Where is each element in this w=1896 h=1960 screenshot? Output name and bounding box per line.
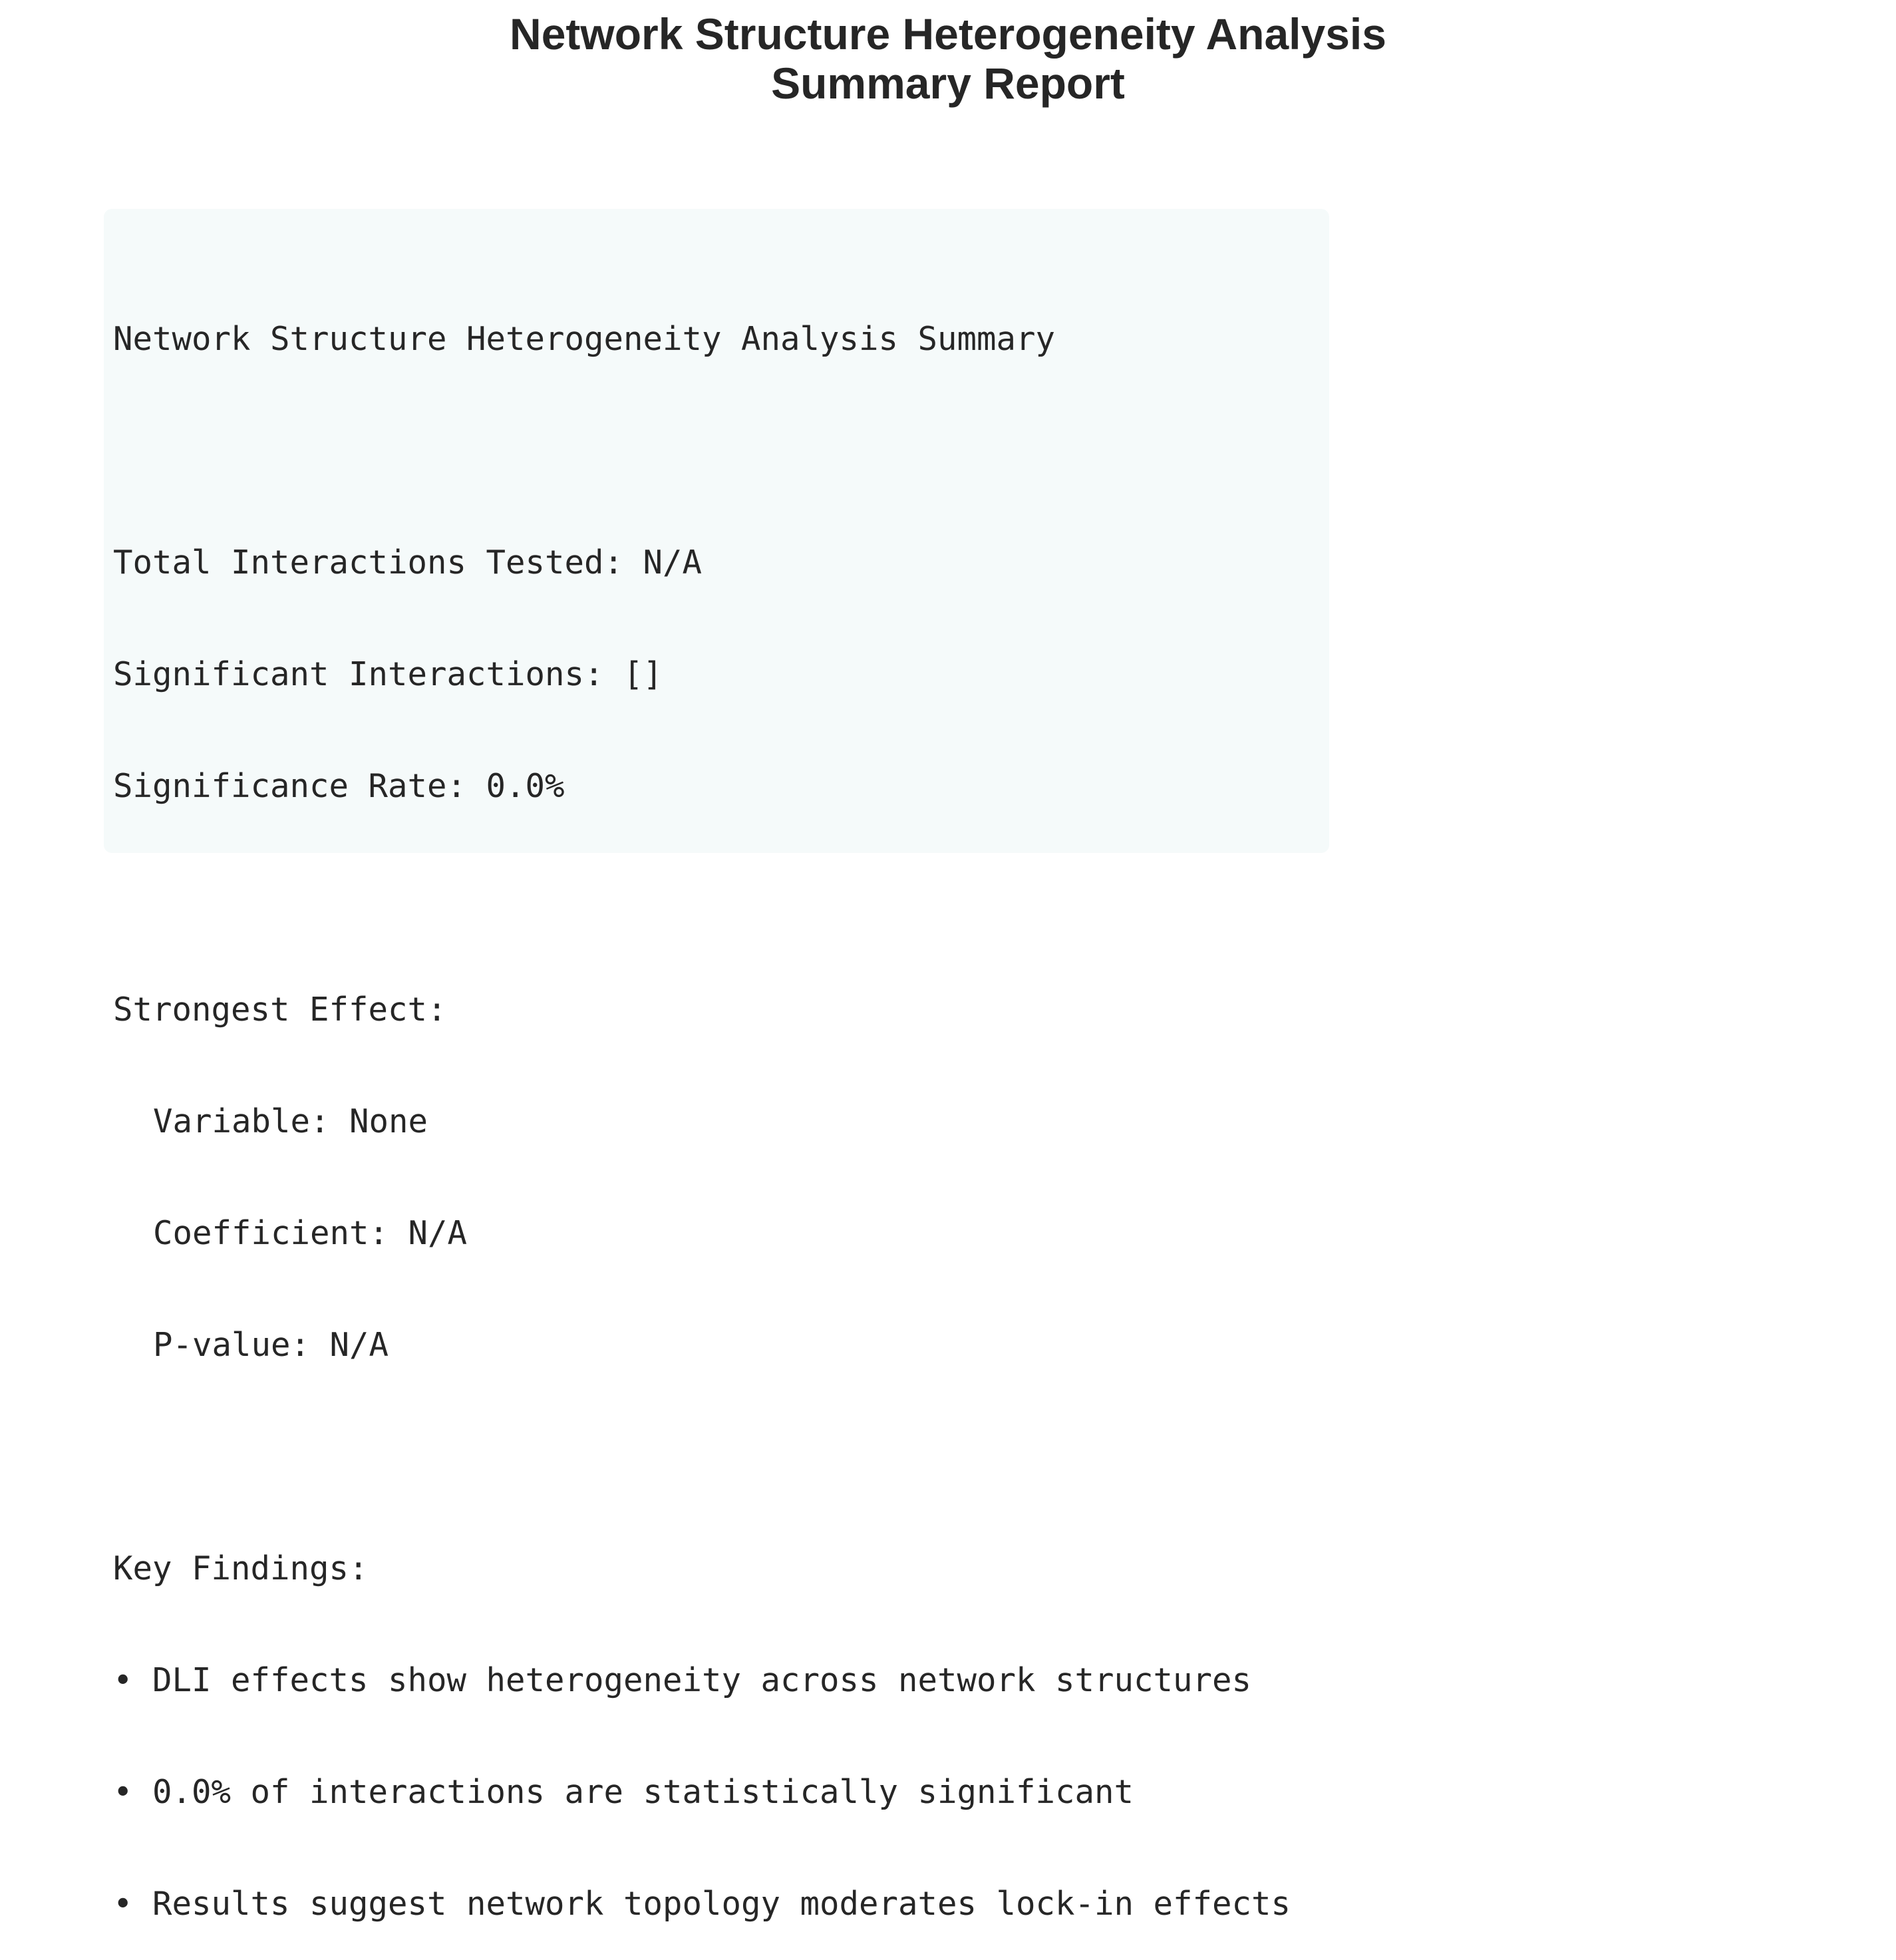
blank-line <box>113 880 1291 917</box>
key-finding-item: • DLI effects show heterogeneity across … <box>113 1661 1252 1699</box>
report-title-line-2: Summary Report <box>771 59 1125 108</box>
total-interactions: Total Interactions Tested: N/A <box>113 544 703 581</box>
summary-text: Network Structure Heterogeneity Analysis… <box>113 246 1291 1960</box>
strongest-effect-variable: Variable: None <box>153 1102 428 1140</box>
key-findings-label: Key Findings: <box>113 1550 369 1587</box>
strongest-effect-p-value: P-value: N/A <box>153 1326 389 1364</box>
report-title: Network Structure Heterogeneity Analysis… <box>0 9 1896 108</box>
blank-line <box>113 1438 1291 1476</box>
key-finding-item: • Results suggest network topology moder… <box>113 1885 1291 1923</box>
report-title-line-1: Network Structure Heterogeneity Analysis <box>510 9 1386 59</box>
key-finding-item: • 0.0% of interactions are statistically… <box>113 1773 1134 1811</box>
significance-rate: Significance Rate: 0.0% <box>113 767 565 805</box>
significant-interactions: Significant Interactions: [] <box>113 655 663 693</box>
strongest-effect-coefficient: Coefficient: N/A <box>153 1214 468 1252</box>
blank-line <box>113 432 1291 470</box>
summary-box <box>104 209 1329 853</box>
strongest-effect-label: Strongest Effect: <box>113 991 447 1029</box>
summary-heading: Network Structure Heterogeneity Analysis… <box>113 320 1056 358</box>
